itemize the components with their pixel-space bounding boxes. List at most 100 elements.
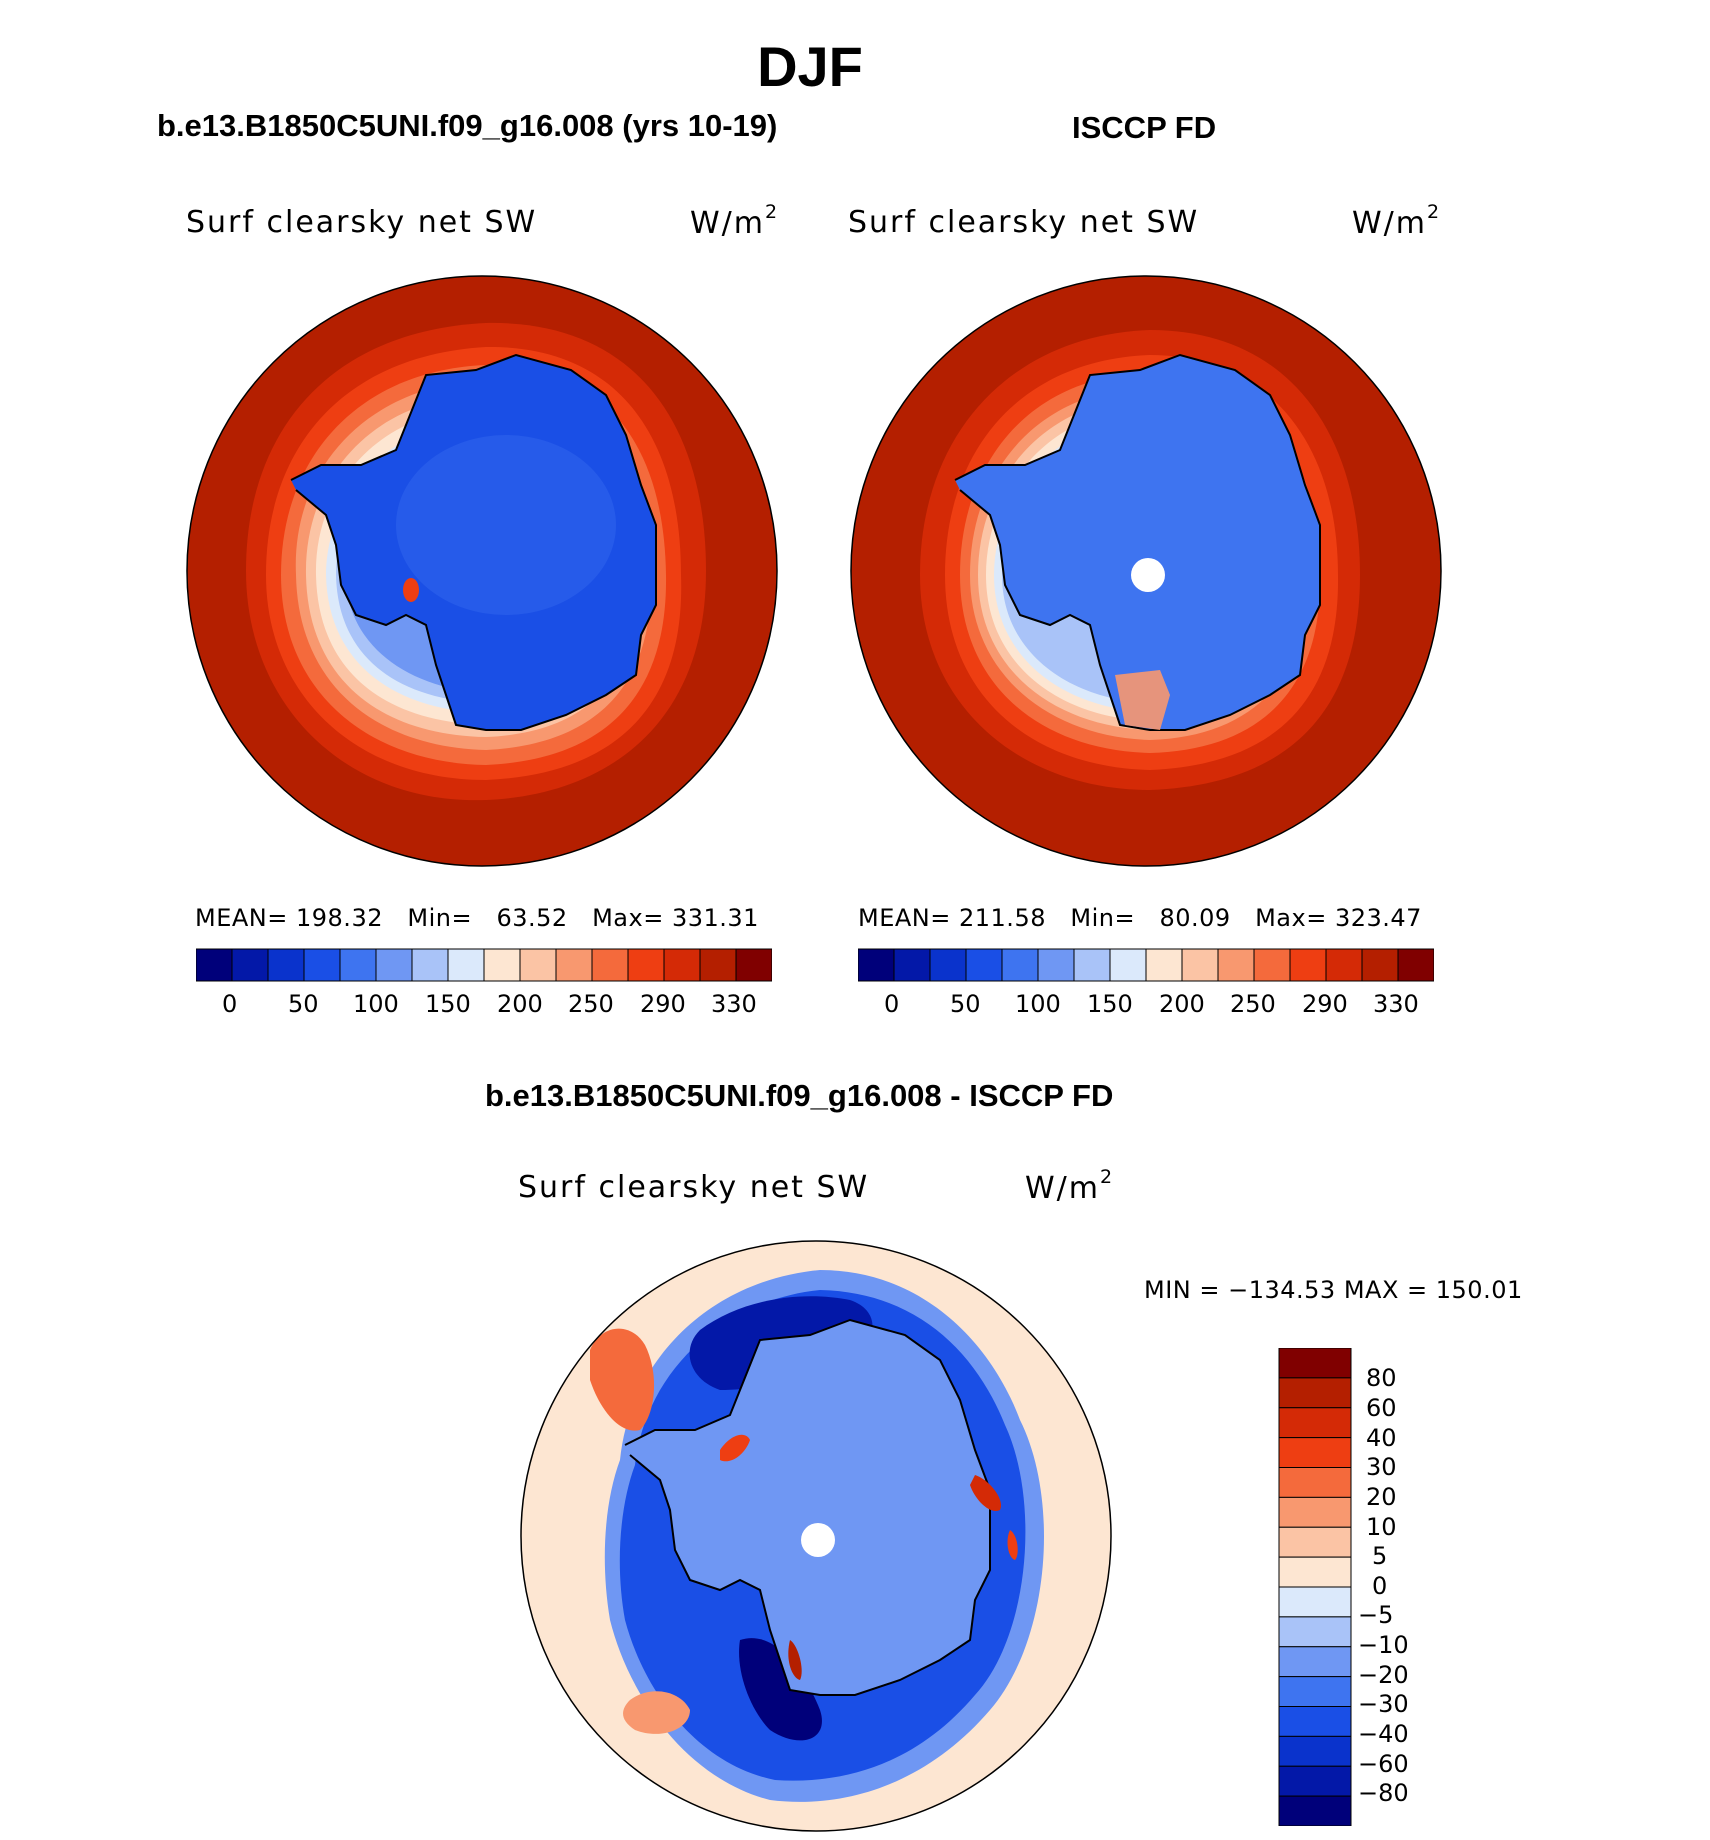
- obs-colorbar-swatch-11: [1253, 948, 1291, 982]
- obs-colorbar-swatch-15: [1397, 948, 1434, 982]
- obs-cb-tick-2: 100: [1015, 990, 1061, 1018]
- model-cb-tick-6: 290: [640, 990, 686, 1018]
- obs-cb-tick-3: 150: [1087, 990, 1133, 1018]
- diff-positive-patch-east2: [1007, 1530, 1018, 1560]
- model-ice-sheet: [291, 355, 656, 730]
- diff-polar-map: [520, 1240, 1112, 1832]
- obs-polar-map: [850, 275, 1442, 867]
- obs-colorbar-swatch-9: [1181, 948, 1219, 982]
- obs-cb-tick-7: 330: [1373, 990, 1419, 1018]
- diff-cb-tick-13: −60: [1358, 1750, 1409, 1778]
- model-colorbar-swatch-15: [735, 948, 772, 982]
- diff-colorbar-swatch-3: [1278, 1437, 1352, 1469]
- obs-colorbar-swatch-6: [1073, 948, 1111, 982]
- diff-cb-tick-10: −20: [1358, 1661, 1409, 1689]
- obs-units-label: W/m2: [1352, 201, 1442, 241]
- model-map-border: [186, 275, 778, 867]
- diff-pole-hole: [801, 1523, 835, 1557]
- obs-case-title: ISCCP FD: [1072, 110, 1217, 145]
- diff-colorbar-swatch-0: [1278, 1348, 1352, 1379]
- obs-colorbar-labels: 0 50 100 150 200 250 290 330: [858, 990, 1434, 1020]
- obs-colorbar-swatch-14: [1361, 948, 1399, 982]
- diff-cb-tick-2: 40: [1366, 1424, 1397, 1452]
- obs-colorbar-swatch-3: [965, 948, 1003, 982]
- diff-positive-patch-peninsula: [590, 1328, 655, 1431]
- obs-ice-sheet: [955, 355, 1320, 730]
- obs-colorbar-swatch-12: [1289, 948, 1327, 982]
- obs-colorbar-swatch-10: [1217, 948, 1255, 982]
- obs-colorbar-swatch-4: [1001, 948, 1039, 982]
- model-ross-hotspot: [403, 578, 419, 602]
- model-cb-tick-1: 50: [288, 990, 319, 1018]
- diff-cb-tick-3: 30: [1366, 1453, 1397, 1481]
- obs-map-border: [850, 275, 1442, 867]
- model-colorbar-swatch-0: [196, 948, 233, 982]
- obs-variable-label: Surf clearsky net SW: [848, 205, 1200, 240]
- obs-stats: MEAN= 211.58 Min= 80.09 Max= 323.47: [858, 904, 1422, 932]
- model-cb-tick-5: 250: [568, 990, 614, 1018]
- diff-cb-tick-12: −40: [1358, 1720, 1409, 1748]
- diff-case-title: b.e13.B1850C5UNI.f09_g16.008 - ISCCP FD: [485, 1078, 1114, 1113]
- diff-minmax: MIN = −134.53 MAX = 150.01: [1144, 1276, 1523, 1304]
- model-colorbar-labels: 0 50 100 150 200 250 290 330: [196, 990, 772, 1020]
- diff-colorbar-swatch-2: [1278, 1407, 1352, 1439]
- obs-colorbar-swatch-7: [1109, 948, 1147, 982]
- diff-colorbar-swatch-6: [1278, 1526, 1352, 1558]
- diff-colorbar-swatch-4: [1278, 1467, 1352, 1498]
- diff-cb-tick-8: −5: [1358, 1601, 1394, 1629]
- model-colorbar-swatch-4: [339, 948, 377, 982]
- diff-colorbar-swatch-13: [1278, 1735, 1352, 1767]
- model-interior-patch: [396, 435, 616, 615]
- model-colorbar-swatch-14: [699, 948, 737, 982]
- model-colorbar-swatch-1: [231, 948, 269, 982]
- diff-cb-tick-1: 60: [1366, 1394, 1397, 1422]
- diff-colorbar-swatch-8: [1278, 1586, 1352, 1618]
- obs-cb-tick-6: 290: [1302, 990, 1348, 1018]
- model-cb-tick-0: 0: [222, 990, 238, 1018]
- obs-cb-tick-0: 0: [884, 990, 900, 1018]
- model-cb-tick-3: 150: [425, 990, 471, 1018]
- obs-colorbar-swatch-2: [929, 948, 967, 982]
- model-colorbar-swatch-12: [627, 948, 665, 982]
- diff-variable-label: Surf clearsky net SW: [518, 1170, 870, 1205]
- model-colorbar-swatch-7: [447, 948, 485, 982]
- diff-colorbar-swatch-11: [1278, 1676, 1352, 1708]
- diff-colorbar-swatch-10: [1278, 1646, 1352, 1678]
- obs-cb-tick-5: 250: [1230, 990, 1276, 1018]
- diff-cb-tick-4: 20: [1366, 1483, 1397, 1511]
- diff-positive-patch-weddell: [720, 1434, 750, 1462]
- diff-cb-tick-7: 0: [1372, 1572, 1388, 1600]
- obs-pole-hole: [1131, 558, 1165, 592]
- diff-colorbar-swatch-7: [1278, 1556, 1352, 1588]
- diff-cb-tick-0: 80: [1366, 1364, 1397, 1392]
- obs-colorbar-swatch-8: [1145, 948, 1183, 982]
- model-colorbar-swatch-6: [411, 948, 449, 982]
- diff-colorbar-swatch-5: [1278, 1496, 1352, 1528]
- model-colorbar-swatch-8: [483, 948, 521, 982]
- diff-positive-patch-southwest: [623, 1691, 690, 1734]
- model-variable-label: Surf clearsky net SW: [186, 205, 538, 240]
- diff-colorbar-swatch-9: [1278, 1616, 1352, 1648]
- model-coastline: [290, 353, 657, 731]
- diff-cb-tick-9: −10: [1358, 1631, 1409, 1659]
- model-colorbar: [196, 948, 772, 982]
- model-colorbar-swatch-9: [519, 948, 557, 982]
- diff-colorbar-swatch-12: [1278, 1706, 1352, 1737]
- model-colorbar-swatch-10: [555, 948, 593, 982]
- diff-coastline: [624, 1318, 991, 1696]
- model-colorbar-swatch-3: [303, 948, 341, 982]
- obs-colorbar-swatch-13: [1325, 948, 1363, 982]
- diff-positive-patch-east1: [970, 1475, 1001, 1511]
- obs-colorbar-swatch-1: [893, 948, 931, 982]
- figure-title: DJF: [757, 35, 863, 98]
- model-polar-map: [186, 275, 778, 867]
- obs-colorbar: [858, 948, 1434, 982]
- model-cb-tick-4: 200: [497, 990, 543, 1018]
- diff-colorbar-swatch-15: [1278, 1795, 1352, 1826]
- diff-cb-tick-11: −30: [1358, 1690, 1409, 1718]
- diff-ice-sheet: [625, 1320, 990, 1695]
- obs-coastline: [954, 353, 1321, 731]
- model-colorbar-swatch-11: [591, 948, 629, 982]
- obs-colorbar-swatch-5: [1037, 948, 1075, 982]
- diff-region-00007a-south: [739, 1638, 822, 1741]
